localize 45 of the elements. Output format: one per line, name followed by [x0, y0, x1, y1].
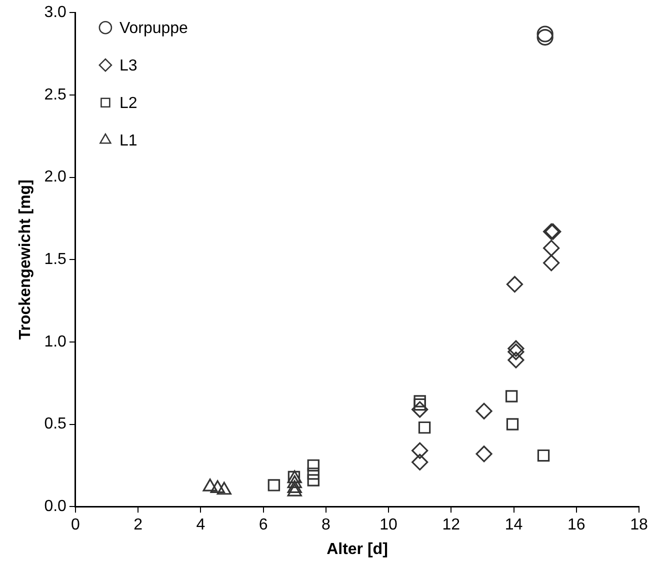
x-tick-label: 8: [321, 516, 330, 534]
legend-label: Vorpuppe: [119, 20, 188, 38]
legend-label: L2: [119, 95, 138, 112]
point: [505, 390, 518, 402]
x-axis-title: Alter [d]: [326, 540, 388, 558]
point: [307, 468, 320, 480]
y-tick-label: 0.0: [44, 498, 67, 516]
point: [536, 26, 554, 42]
y-axis-title: Trockengewicht [mg]: [17, 180, 34, 340]
y-tick-label: 1.0: [44, 333, 67, 350]
legend-label: L3: [119, 58, 138, 75]
point: [412, 442, 428, 459]
point: [476, 446, 492, 462]
point: [506, 418, 519, 430]
point: [506, 276, 524, 293]
y-tick-label: 3.0: [44, 4, 67, 22]
x-tick-label: 18: [630, 516, 648, 534]
x-tick-label: 0: [70, 516, 80, 534]
y-tick-label: 0.5: [44, 416, 67, 433]
point: [412, 401, 428, 418]
x-tick-label: 6: [258, 516, 268, 534]
point: [508, 344, 524, 360]
point: [476, 402, 492, 420]
point: [543, 240, 560, 256]
point: [307, 459, 320, 472]
y-tick-label: 2.0: [44, 168, 67, 186]
point: [412, 454, 428, 470]
point: [418, 421, 431, 434]
y-tick-label: 2.5: [44, 86, 67, 104]
point: [307, 474, 320, 486]
point: [414, 395, 426, 408]
x-tick-label: 14: [504, 516, 523, 534]
y-tick-label: 1.5: [44, 251, 67, 268]
x-tick-label: 10: [380, 516, 398, 534]
point: [268, 479, 280, 492]
point: [508, 340, 524, 357]
x-tick-label: 16: [567, 516, 586, 534]
x-tick-label: 12: [442, 516, 460, 534]
point: [537, 449, 550, 462]
point: [536, 29, 554, 46]
point: [508, 352, 524, 368]
x-tick-label: 2: [134, 516, 143, 534]
legend-label: L1: [119, 132, 138, 150]
point: [543, 254, 560, 272]
x-tick-label: 4: [196, 516, 206, 534]
